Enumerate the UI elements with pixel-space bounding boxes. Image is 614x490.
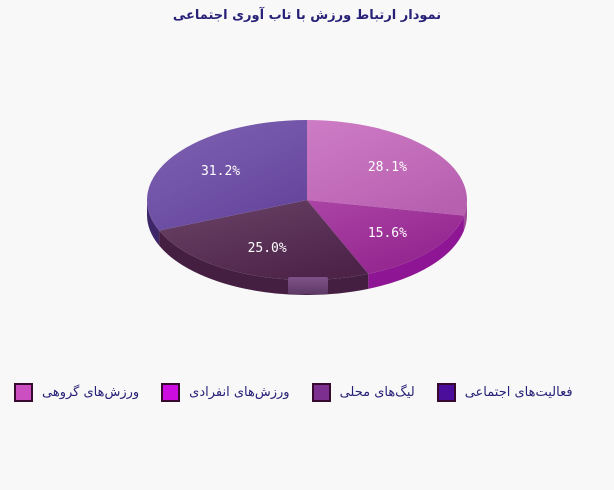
pie-slice-side [463,200,467,231]
slice-percentage-label: 25.0% [248,241,287,256]
legend: ورزش‌های گروهی ورزش‌های انفرادی لیگ‌های … [14,383,573,402]
legend-label: ورزش‌های گروهی [42,385,140,400]
chart-title: نمودار ارتباط ورزش با تاب آوری اجتماعی [172,8,442,23]
slice-percentage-label: 31.2% [201,164,240,179]
legend-label: فعالیت‌های اجتماعی [464,385,573,400]
legend-swatch [311,383,331,402]
legend-item-group-sports: ورزش‌های گروهی [14,383,139,402]
pie-chart: 28.1% 15.6% 25.0% 31.2% [147,120,467,296]
legend-swatch [436,383,456,402]
pie-slice [147,120,307,231]
pie-slice-side [147,200,160,246]
pie-slice [159,200,369,281]
legend-item-social-activities: فعالیت‌های اجتماعی [436,383,573,402]
legend-item-local-leagues: لیگ‌های محلی [311,383,415,402]
pie-slice-side [368,215,464,289]
legend-item-individual-sports: ورزش‌های انفرادی [161,383,290,402]
legend-label: ورزش‌های انفرادی [189,385,290,400]
legend-swatch [161,383,181,402]
pie-slice [307,200,464,274]
legend-label: لیگ‌های محلی [339,385,415,400]
slice-percentage-label: 15.6% [368,226,407,241]
pie-bottom-tab [288,277,328,294]
pie-slice [307,120,467,216]
legend-swatch [14,383,33,402]
slice-percentage-label: 28.1% [368,160,407,175]
pie-slice-side [159,230,369,296]
